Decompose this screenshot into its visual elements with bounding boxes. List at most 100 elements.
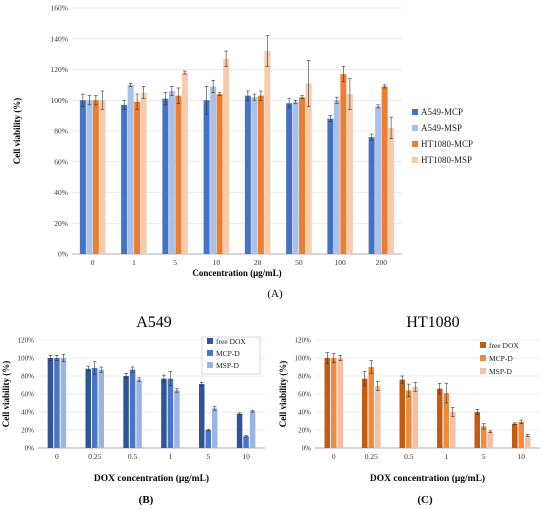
y-tick-label: 120% xyxy=(295,337,312,345)
x-tick-label: 100 xyxy=(335,258,347,267)
bar xyxy=(236,413,243,448)
bar xyxy=(340,74,347,254)
y-tick-label: 100% xyxy=(51,96,69,105)
x-tick-label: 0 xyxy=(332,452,336,461)
bar xyxy=(249,411,256,448)
bar xyxy=(136,379,142,448)
chart-title: A549 xyxy=(136,314,172,331)
chart-b: 0% 20% 40% 60% 80% 100% 120% 0 0.25 0.5 1 5 10 DOX co… xyxy=(1,314,265,484)
bar xyxy=(375,385,381,448)
x-tick-label: 10 xyxy=(518,452,526,461)
bar xyxy=(134,101,141,254)
y-tick-label: 0% xyxy=(25,445,35,453)
bar xyxy=(327,118,334,254)
bar xyxy=(450,412,456,448)
legend-swatch xyxy=(207,362,213,368)
y-tick-label: 140% xyxy=(51,34,69,43)
x-tick-label: 0 xyxy=(91,258,95,267)
bar xyxy=(223,58,230,254)
bar xyxy=(243,436,249,448)
bar xyxy=(388,127,395,254)
x-tick-label: 50 xyxy=(295,258,303,267)
x-tick-label: 10 xyxy=(213,258,221,267)
bar xyxy=(79,100,86,254)
y-tick-label: 120% xyxy=(51,65,69,74)
bar xyxy=(381,86,388,254)
y-tick-label: 60% xyxy=(298,391,311,399)
panel-label-a: (A) xyxy=(267,288,283,300)
y-tick-label: 80% xyxy=(54,127,68,136)
bar xyxy=(437,388,443,448)
bar xyxy=(299,97,306,254)
bar xyxy=(123,376,129,448)
bar xyxy=(512,423,518,448)
y-tick-label: 20% xyxy=(21,427,34,435)
bar xyxy=(47,358,54,448)
bar xyxy=(127,84,134,254)
legend-swatch xyxy=(412,157,418,163)
x-tick-label: 5 xyxy=(482,452,486,461)
panel-label-c: (C) xyxy=(417,494,433,506)
bar xyxy=(199,384,205,448)
legend-label: A549-MSP xyxy=(421,123,462,133)
x-axis-label: DOX concentration (μg/mL) xyxy=(94,473,209,484)
bar xyxy=(331,358,337,448)
legend-swatch xyxy=(412,125,418,131)
bar xyxy=(286,103,293,254)
bar xyxy=(99,100,106,254)
bar xyxy=(518,421,524,448)
x-tick-label: 1 xyxy=(444,452,448,461)
bar xyxy=(399,379,405,448)
bar xyxy=(487,431,493,448)
legend-label: MCP-D xyxy=(489,354,513,363)
y-tick-label: 100% xyxy=(18,355,35,363)
bar xyxy=(406,390,412,448)
legend-swatch xyxy=(412,109,418,115)
legend-swatch xyxy=(480,342,486,348)
x-tick-label: 0.25 xyxy=(88,452,101,461)
bar xyxy=(257,95,264,254)
y-tick-label: 80% xyxy=(21,373,34,381)
bar xyxy=(60,358,67,448)
bar xyxy=(86,100,93,254)
bar xyxy=(474,412,480,448)
bar xyxy=(54,358,60,448)
y-tick-label: 40% xyxy=(21,409,34,417)
y-tick-label: 120% xyxy=(18,337,35,345)
bar xyxy=(375,106,382,255)
bar xyxy=(368,367,374,448)
x-tick-label: 0.5 xyxy=(404,452,414,461)
panel-label-b: (B) xyxy=(139,494,154,506)
chart-c: 0% 20% 40% 60% 80% 100% 120% 0 0.25 0.5 1 5 10 DOX co… xyxy=(278,314,540,484)
legend-label: MSP-D xyxy=(216,361,240,370)
x-tick-label: 0.5 xyxy=(128,452,138,461)
legend-swatch xyxy=(207,338,213,344)
bar xyxy=(251,97,258,254)
x-axis-label: Concentration (μg/mL) xyxy=(192,268,281,278)
y-tick-label: 40% xyxy=(298,409,311,417)
legend-swatch xyxy=(207,350,213,356)
y-axis-label: Cell viability (%) xyxy=(1,361,11,428)
legend-label: free DOX xyxy=(216,337,246,346)
bar xyxy=(162,98,169,255)
chart-a: 0% 20% 40% 60% 80% 100% 120% 140% 160% 0 1 5 10 20 50 1… xyxy=(12,4,473,279)
bar xyxy=(412,386,418,448)
y-tick-label: 40% xyxy=(54,188,68,197)
chart-title: HT1080 xyxy=(406,314,459,331)
y-axis-label: Cell viability (%) xyxy=(12,98,22,165)
bar xyxy=(368,137,375,254)
bar xyxy=(203,100,210,254)
y-tick-label: 20% xyxy=(298,427,311,435)
bar xyxy=(346,94,353,254)
legend-swatch xyxy=(480,368,486,374)
y-tick-label: 80% xyxy=(298,373,311,381)
bar xyxy=(337,358,343,448)
bar xyxy=(443,393,449,448)
bar xyxy=(181,72,188,254)
y-tick-label: 60% xyxy=(54,157,68,166)
x-tick-label: 200 xyxy=(376,258,388,267)
y-tick-label: 100% xyxy=(295,355,312,363)
bar xyxy=(167,378,174,448)
bar xyxy=(98,369,104,448)
